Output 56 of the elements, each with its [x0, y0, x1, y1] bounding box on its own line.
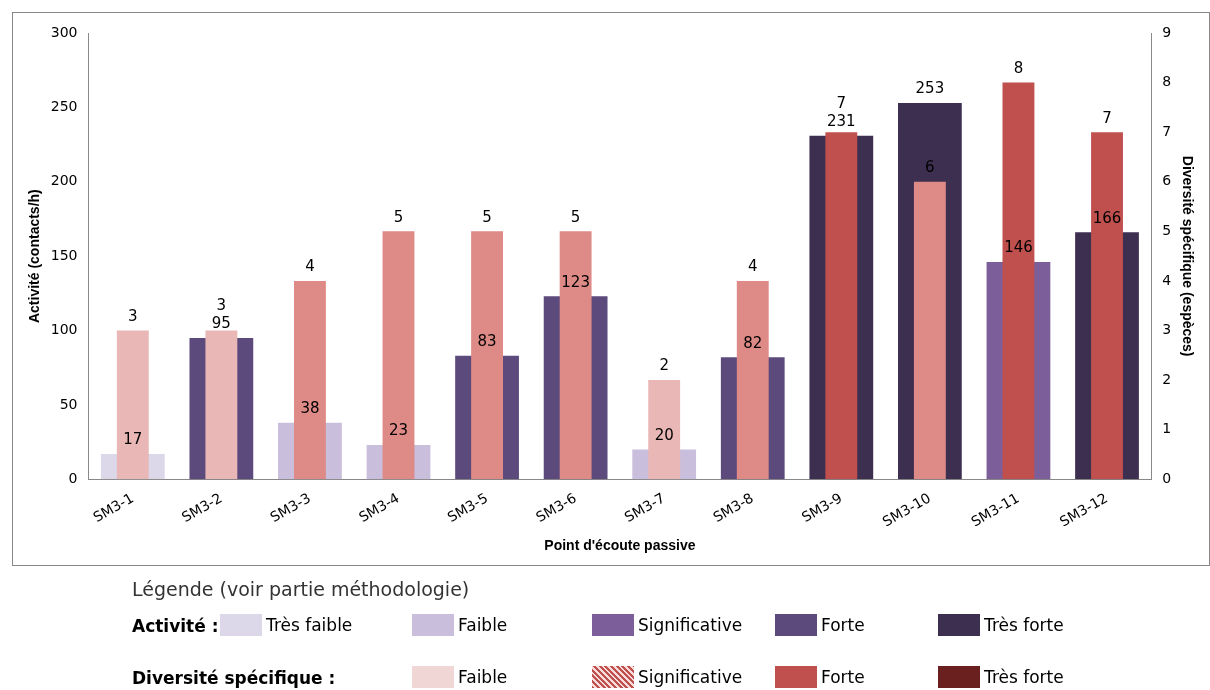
- text: Faible: [458, 667, 508, 687]
- y2-tick-label: 0: [1162, 469, 1172, 486]
- data-label: 5: [570, 207, 581, 226]
- text: Significative: [638, 615, 743, 635]
- data-label: 166: [1092, 208, 1122, 227]
- data-label: 4: [747, 257, 758, 276]
- legend-title: Légende (voir partie méthodologie): [132, 578, 470, 600]
- data-label: 4: [305, 257, 315, 276]
- text: Très forte: [984, 615, 1064, 635]
- text: Significative: [638, 667, 743, 687]
- y2-tick-label: 6: [1162, 172, 1172, 189]
- data-label: 6: [925, 158, 935, 177]
- y-tick-label: 300: [50, 23, 78, 40]
- data-label: 2: [659, 356, 669, 375]
- text: Diversité spécifique :: [132, 668, 336, 688]
- text: Faible: [458, 615, 508, 635]
- y-tick-label: 0: [68, 469, 78, 486]
- y-tick-label: 150: [50, 246, 78, 263]
- x-axis-title: Point d'écoute passive: [544, 537, 696, 554]
- data-label: 7: [1102, 108, 1112, 127]
- y-tick-label: 100: [50, 321, 78, 338]
- text: Forte: [821, 667, 865, 687]
- data-label: 38: [300, 399, 320, 418]
- data-label: 123: [561, 272, 590, 291]
- data-label: 3: [216, 296, 227, 315]
- data-label: 231: [827, 112, 856, 131]
- data-label: 5: [482, 207, 492, 226]
- data-label: 20: [654, 425, 674, 444]
- y-tick-label: 200: [50, 172, 78, 189]
- y2-tick-label: 9: [1162, 23, 1172, 40]
- y-axis-title: Activité (contacts/h): [26, 189, 43, 324]
- data-label: 3: [128, 306, 138, 325]
- data-label: 7: [836, 94, 847, 113]
- text: Forte: [821, 615, 865, 635]
- data-label: 95: [211, 314, 231, 333]
- y2-tick-label: 8: [1162, 73, 1172, 90]
- data-label: 253: [915, 79, 945, 98]
- y2-tick-label: 5: [1162, 221, 1172, 238]
- y-tick-label: 250: [50, 98, 78, 115]
- y2-tick-label: 2: [1162, 370, 1172, 387]
- y-tick-label: 50: [59, 395, 78, 412]
- data-label: 8: [1013, 58, 1024, 77]
- data-label: 23: [388, 421, 409, 440]
- y2-tick-label: 3: [1162, 321, 1172, 338]
- y2-tick-label: 4: [1162, 271, 1172, 288]
- text: Activité :: [132, 616, 219, 636]
- y2-tick-label: 1: [1162, 420, 1172, 437]
- data-label: 82: [743, 333, 763, 352]
- data-label: 17: [123, 430, 143, 449]
- data-label: 83: [477, 332, 497, 351]
- data-label: 5: [393, 207, 404, 226]
- y2-tick-label: 7: [1162, 122, 1172, 139]
- data-label: 146: [1004, 238, 1033, 257]
- text: Très faible: [266, 615, 353, 635]
- text: Très forte: [984, 667, 1064, 687]
- y2-axis-title: Diversité spécifique (espèces): [1179, 155, 1196, 357]
